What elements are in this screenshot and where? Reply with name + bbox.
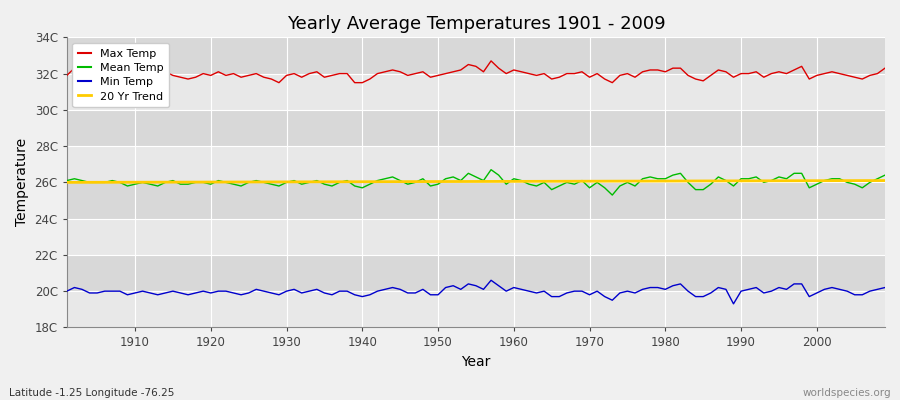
Text: Latitude -1.25 Longitude -76.25: Latitude -1.25 Longitude -76.25 (9, 388, 175, 398)
Bar (67, 219, 885, 255)
Bar (67, 255, 885, 291)
Title: Yearly Average Temperatures 1901 - 2009: Yearly Average Temperatures 1901 - 2009 (286, 15, 665, 33)
Bar (67, 110, 885, 146)
Y-axis label: Temperature: Temperature (15, 138, 29, 226)
Legend: Max Temp, Mean Temp, Min Temp, 20 Yr Trend: Max Temp, Mean Temp, Min Temp, 20 Yr Tre… (72, 43, 169, 107)
Bar (67, 146, 885, 182)
Bar (67, 37, 885, 74)
Bar (67, 291, 885, 328)
X-axis label: Year: Year (461, 355, 491, 369)
Bar (67, 74, 885, 110)
Bar (67, 182, 885, 219)
Text: worldspecies.org: worldspecies.org (803, 388, 891, 398)
